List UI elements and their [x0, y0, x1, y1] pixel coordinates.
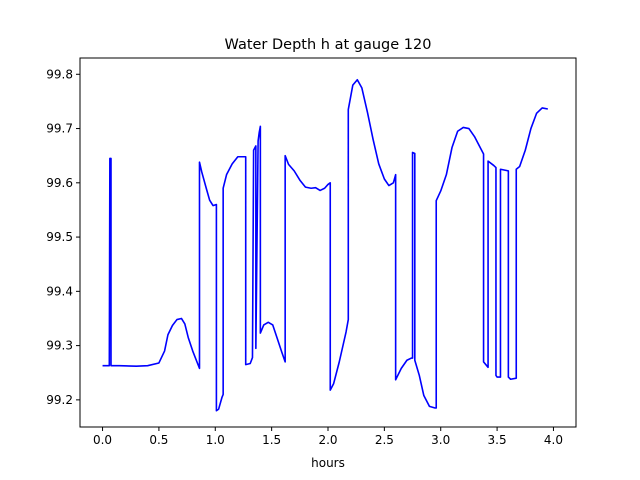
y-tick-label: 99.8 [46, 67, 73, 81]
chart-title: Water Depth h at gauge 120 [225, 37, 432, 53]
x-tick-label: 3.0 [431, 433, 450, 447]
y-tick-label: 99.6 [46, 176, 73, 190]
y-axis: 99.2 99.3 99.4 99.5 99.6 99.7 99.8 [46, 67, 80, 407]
y-tick-label: 99.2 [46, 393, 73, 407]
x-tick-label: 1.0 [206, 433, 225, 447]
x-tick-label: 2.5 [375, 433, 394, 447]
x-tick-label: 0.0 [93, 433, 112, 447]
x-axis-label: hours [311, 456, 345, 470]
plot-area [102, 78, 548, 412]
y-tick-label: 99.3 [46, 339, 73, 353]
x-tick-label: 1.5 [262, 433, 281, 447]
y-tick-label: 99.7 [46, 122, 73, 136]
x-axis: 0.0 0.5 1.0 1.5 2.0 2.5 3.0 3.5 4.0 [93, 427, 563, 447]
x-tick-label: 4.0 [544, 433, 563, 447]
x-tick-label: 0.5 [149, 433, 168, 447]
x-tick-label: 3.5 [488, 433, 507, 447]
axes-frame [79, 57, 577, 428]
series-line [102, 78, 548, 412]
x-tick-label: 2.0 [318, 433, 337, 447]
y-tick-label: 99.5 [46, 230, 73, 244]
y-tick-label: 99.4 [46, 284, 73, 298]
